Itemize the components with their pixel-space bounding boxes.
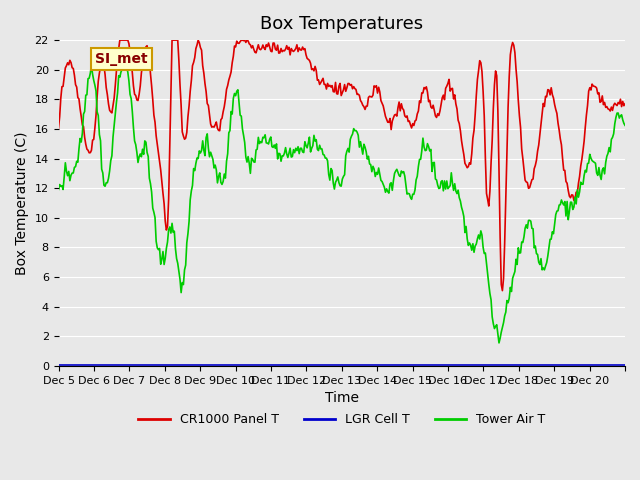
Tower Air T (495, 340, 503, 346)
Tower Air T (54, 187, 62, 192)
CR1000 Panel T (116, 37, 124, 43)
Tower Air T (621, 122, 629, 128)
Line: CR1000 Panel T: CR1000 Panel T (58, 40, 625, 290)
CR1000 Panel T (362, 103, 370, 109)
LGR Cell T (519, 362, 527, 368)
LGR Cell T (607, 362, 615, 368)
LGR Cell T (324, 362, 332, 368)
Tower Air T (362, 149, 370, 155)
Text: SI_met: SI_met (95, 52, 148, 66)
CR1000 Panel T (393, 113, 401, 119)
LGR Cell T (54, 362, 62, 368)
LGR Cell T (327, 362, 335, 368)
CR1000 Panel T (521, 177, 529, 183)
Tower Air T (325, 171, 333, 177)
Title: Box Temperatures: Box Temperatures (260, 15, 423, 33)
CR1000 Panel T (621, 101, 629, 107)
LGR Cell T (621, 362, 629, 368)
CR1000 Panel T (328, 83, 336, 88)
Tower Air T (88, 62, 95, 68)
Y-axis label: Box Temperature (C): Box Temperature (C) (15, 131, 29, 275)
CR1000 Panel T (610, 102, 618, 108)
X-axis label: Time: Time (324, 391, 359, 405)
LGR Cell T (361, 362, 369, 368)
LGR Cell T (392, 362, 399, 368)
Tower Air T (328, 168, 336, 173)
Tower Air T (393, 167, 401, 172)
CR1000 Panel T (325, 84, 333, 89)
Tower Air T (610, 131, 618, 137)
Line: Tower Air T: Tower Air T (58, 65, 625, 343)
Tower Air T (521, 225, 529, 231)
Legend: CR1000 Panel T, LGR Cell T, Tower Air T: CR1000 Panel T, LGR Cell T, Tower Air T (133, 408, 550, 432)
CR1000 Panel T (499, 288, 506, 293)
CR1000 Panel T (54, 125, 62, 131)
